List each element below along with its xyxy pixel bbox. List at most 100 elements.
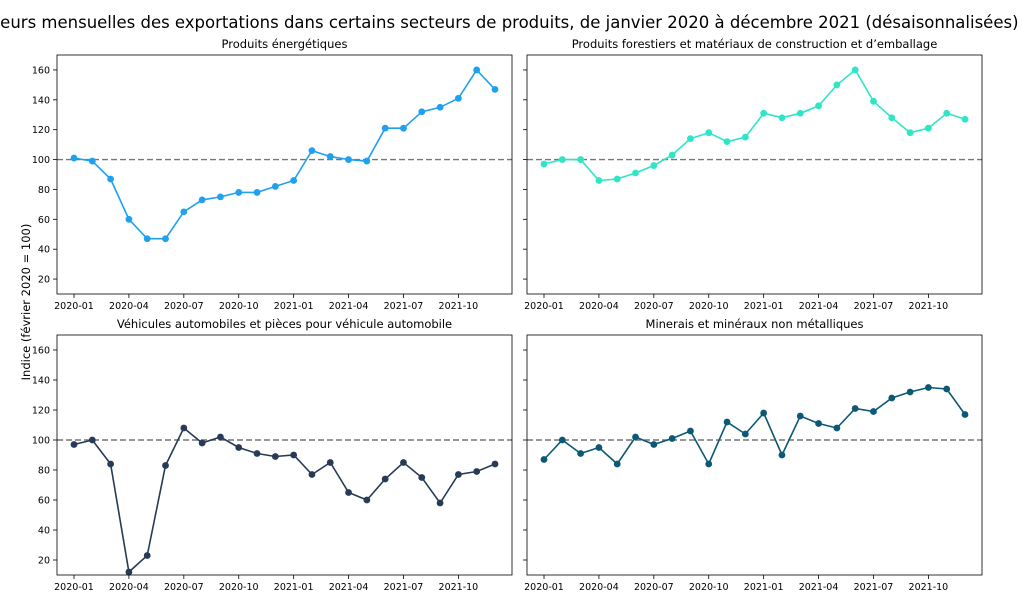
x-tick-label: 2020-04 [109,301,149,312]
x-tick-label: 2020-07 [164,582,204,593]
axes-frame [56,54,513,295]
y-tick-label: 100 [32,436,50,447]
data-point [613,460,621,468]
data-point [815,420,822,427]
y-tick-label: 100 [32,155,50,166]
series-line [73,426,496,574]
x-tick-label: 2020-10 [689,301,729,312]
data-point [473,468,481,475]
data-point [760,109,768,117]
data-point [906,388,914,396]
y-tick-label: 160 [32,65,50,76]
data-point [760,409,768,417]
x-tick-label: 2021-01 [744,301,784,312]
data-point [326,459,334,466]
x-tick-label: 2021-07 [854,582,894,593]
data-point [271,183,279,190]
x-tick-label: 2021-10 [909,301,949,312]
data-point [125,215,133,223]
axes-frame [526,334,983,576]
data-point [381,124,389,132]
series-line [73,68,496,240]
data-point [235,189,243,196]
data-point [217,193,224,201]
subplot-produits-energetiques: Produits énergétiques 2020-01 2020-04 2020-… [32,37,513,312]
y-tick-label: 60 [38,215,50,226]
data-point [454,94,462,102]
data-point [558,436,566,444]
data-point [253,189,261,196]
x-tick-label: 2021-10 [439,582,479,593]
data-point [870,408,877,415]
data-point [473,66,481,74]
axes-frame [526,54,983,295]
data-point [540,160,548,168]
data-point [540,456,548,463]
data-point [668,151,676,159]
x-tick-label: 2021-01 [744,582,784,593]
x-tick-label: 2020-01 [524,582,564,593]
data-point [943,109,951,117]
data-point [143,235,151,243]
x-tick-label: 2020-04 [109,582,149,593]
subplot-vehicules-automobiles: Véhicules automobiles et pièces pour véh… [32,317,513,593]
data-point [870,97,877,105]
data-point [70,154,78,162]
x-tick-label: 2020-10 [219,301,259,312]
data-point [741,133,749,141]
data-point [558,156,566,163]
y-tick-label: 120 [32,125,50,136]
x-tick-label: 2020-04 [579,301,619,312]
data-point [650,441,658,448]
data-point [906,129,914,137]
x-tick-label: 2021-01 [274,582,314,593]
data-point [418,474,426,481]
data-point [577,156,585,163]
data-point [290,177,298,184]
subplot-title: Véhicules automobiles et pièces pour véh… [117,317,452,331]
data-point [796,109,804,117]
data-point [363,496,371,504]
x-tick-label: 2021-10 [909,582,949,593]
data-point [162,462,169,469]
data-point [107,175,115,183]
y-tick-label: 80 [38,185,50,196]
data-point [888,394,896,402]
y-tick-label: 20 [38,275,50,286]
subplot-minerais-mineraux: Minerais et minéraux non métalliques 2020… [523,317,983,593]
data-point [436,499,444,507]
x-tick-label: 2020-10 [219,582,259,593]
data-point [125,568,133,576]
data-point [217,433,224,441]
y-tick-label: 40 [38,245,50,256]
data-point [491,460,499,468]
x-tick-label: 2020-01 [54,582,94,593]
data-point [687,427,694,435]
data-point [88,157,96,165]
figure-title: Valeurs mensuelles des exportations dans… [0,13,1019,32]
x-tick-label: 2021-07 [384,582,424,593]
data-point [198,196,206,204]
x-tick-label: 2021-04 [799,582,839,593]
series-line [543,386,966,466]
y-tick-label: 160 [32,346,50,357]
subplot-title: Produits forestiers et matériaux de cons… [572,37,938,51]
subplot-title: Produits énergétiques [222,37,348,51]
data-point [851,405,859,412]
data-point [815,102,822,110]
data-point [400,459,407,466]
x-tick-label: 2020-10 [689,582,729,593]
data-point [796,412,804,420]
data-point [888,114,896,122]
data-point [650,162,658,169]
x-tick-label: 2021-04 [329,301,369,312]
data-point [180,424,188,432]
subplot-produits-forestiers: Produits forestiers et matériaux de cons… [523,37,983,312]
y-tick-label: 20 [38,556,50,567]
data-point [778,451,786,459]
data-point [833,424,841,432]
data-point [180,208,188,216]
data-point [577,450,585,457]
data-point [308,471,316,478]
